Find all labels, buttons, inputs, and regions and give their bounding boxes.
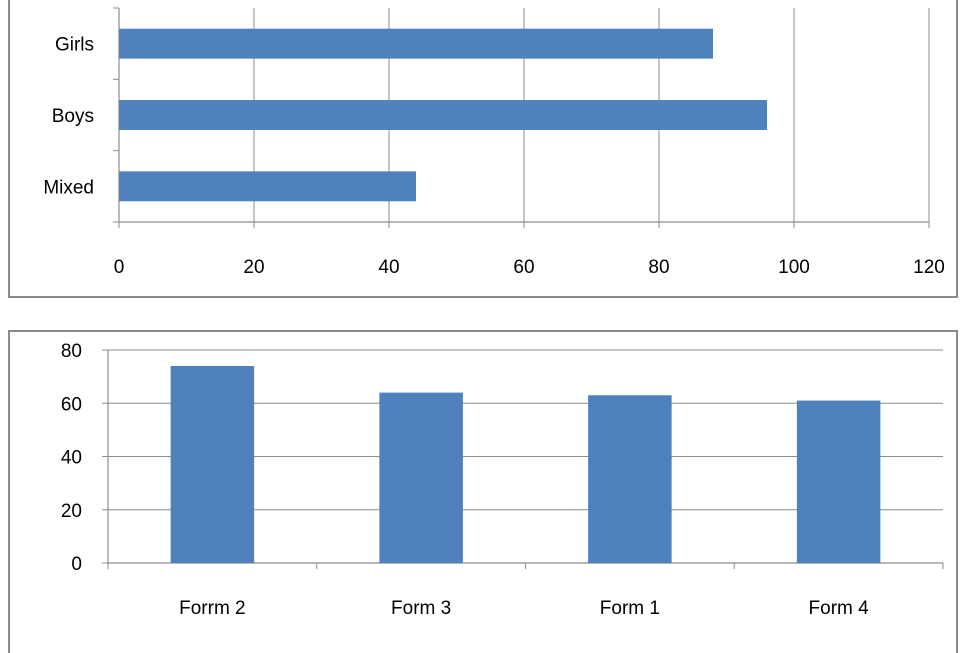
y-tick-label: 20 — [61, 501, 82, 522]
x-tick-label: 20 — [243, 257, 264, 278]
bar-form-4 — [796, 400, 881, 563]
y-tick-label: 80 — [61, 341, 82, 362]
y-category-label: Mixed — [43, 177, 94, 198]
bar-forrm-2 — [170, 365, 255, 563]
x-tick-label: 80 — [648, 257, 669, 278]
x-tick-label: 100 — [778, 257, 810, 278]
bar-form-1 — [588, 395, 672, 563]
x-tick-label: 40 — [378, 257, 399, 278]
x-tick-label: 0 — [114, 257, 125, 278]
y-category-label: Girls — [55, 35, 94, 56]
y-tick-label: 40 — [61, 448, 82, 469]
x-tick-label: 60 — [513, 257, 534, 278]
y-tick-label: 0 — [71, 554, 82, 575]
bar-mixed — [119, 171, 416, 202]
x-category-label: Form 3 — [391, 598, 451, 619]
bar-form-3 — [379, 392, 463, 563]
x-category-label: Form 4 — [809, 598, 870, 619]
x-category-label: Forrm 2 — [179, 598, 246, 619]
bar-boys — [119, 100, 767, 130]
x-tick-label: 120 — [913, 257, 945, 278]
y-tick-label: 60 — [61, 394, 82, 415]
school-type-bar-chart: 0 20 40 60 80 100 120 Girls Boys Mixed — [43, 7, 945, 278]
x-category-label: Form 1 — [600, 598, 660, 619]
bar-girls — [119, 28, 713, 59]
y-category-label: Boys — [52, 106, 94, 127]
